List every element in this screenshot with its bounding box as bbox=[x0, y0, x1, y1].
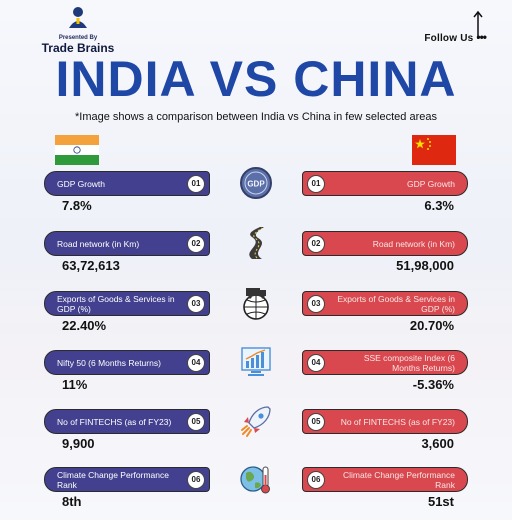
road-icon bbox=[249, 227, 264, 259]
india-label: Climate Change Performance Rank bbox=[57, 469, 169, 490]
more-dots-icon: ••• bbox=[476, 30, 487, 44]
india-label-pill: Climate Change Performance Rank 06 bbox=[44, 467, 210, 492]
china-label: GDP Growth bbox=[406, 178, 455, 189]
china-value: -5.36% bbox=[412, 377, 454, 392]
india-value: 63,72,613 bbox=[62, 258, 120, 273]
row-number-badge: 01 bbox=[307, 175, 325, 193]
page-title: INDIA VS CHINA bbox=[55, 51, 457, 107]
comparison-row-road-network: Road network (in Km) 02 63,72,613 02 Roa… bbox=[0, 227, 512, 285]
china-label-pill: 03 Exports of Goods & Services in GDP (%… bbox=[302, 291, 468, 316]
india-value: 22.40% bbox=[62, 318, 107, 333]
china-label-pill: 04 SSE composite Index (6 Months Returns… bbox=[302, 350, 468, 375]
china-label: SSE composite Index (6 Months Returns) bbox=[363, 352, 455, 373]
row-number-badge: 03 bbox=[187, 295, 205, 313]
earth-thermometer-icon bbox=[240, 466, 270, 494]
india-label: No of FINTECHS (as of FY23) bbox=[57, 416, 172, 427]
row-number-badge: 05 bbox=[307, 413, 325, 431]
svg-text:GDP: GDP bbox=[247, 180, 265, 189]
india-label-pill: Road network (in Km) 02 bbox=[44, 231, 210, 256]
comparison-row-exports: Exports of Goods & Services in GDP (%) 0… bbox=[0, 288, 512, 345]
india-label-pill: No of FINTECHS (as of FY23) 05 bbox=[44, 409, 210, 434]
trade-brains-logo-icon bbox=[69, 7, 87, 28]
india-value: 9,900 bbox=[62, 436, 95, 451]
india-value: 8th bbox=[62, 494, 82, 509]
india-label: Road network (in Km) bbox=[57, 238, 140, 249]
india-label-pill: Exports of Goods & Services in GDP (%) 0… bbox=[44, 291, 210, 316]
row-number-badge: 05 bbox=[187, 413, 205, 431]
comparison-row-index-returns: Nifty 50 (6 Months Returns) 04 11% 04 SS… bbox=[0, 347, 512, 404]
row-number-badge: 04 bbox=[187, 354, 205, 372]
follow-us[interactable]: Follow Us ••• bbox=[424, 30, 487, 44]
china-value: 20.70% bbox=[409, 318, 454, 333]
india-label: Exports of Goods & Services in GDP (%) bbox=[57, 293, 175, 314]
china-label: Climate Change Performance Rank bbox=[343, 469, 455, 490]
comparison-row-gdp-growth: GDP Growth 01 7.8% GDP 01 GDP Growth 6.3… bbox=[0, 167, 512, 225]
china-label-pill: 01 GDP Growth bbox=[302, 171, 468, 196]
row-number-badge: 01 bbox=[187, 175, 205, 193]
stock-chart-icon bbox=[241, 347, 271, 376]
india-label-pill: Nifty 50 (6 Months Returns) 04 bbox=[44, 350, 210, 375]
china-value: 51st bbox=[427, 494, 454, 509]
china-flag-icon bbox=[412, 135, 456, 165]
india-label: GDP Growth bbox=[57, 178, 106, 189]
row-number-badge: 02 bbox=[187, 235, 205, 253]
china-value: 6.3% bbox=[424, 198, 454, 213]
india-value: 7.8% bbox=[62, 198, 92, 213]
row-number-badge: 03 bbox=[307, 295, 325, 313]
india-label: Nifty 50 (6 Months Returns) bbox=[57, 357, 161, 368]
page-subtitle: *Image shows a comparison between India … bbox=[75, 111, 437, 123]
china-label-pill: 06 Climate Change Performance Rank bbox=[302, 467, 468, 492]
china-label-pill: 02 Road network (in Km) bbox=[302, 231, 468, 256]
follow-us-label: Follow Us bbox=[424, 33, 474, 44]
presented-by-label: Presented By bbox=[58, 35, 98, 41]
arrow-up-icon bbox=[473, 10, 483, 39]
china-value: 51,98,000 bbox=[396, 258, 454, 273]
india-flag-icon bbox=[55, 135, 99, 165]
china-label-pill: 05 No of FINTECHS (as of FY23) bbox=[302, 409, 468, 434]
comparison-row-climate-rank: Climate Change Performance Rank 06 8th 0… bbox=[0, 466, 512, 520]
china-label: No of FINTECHS (as of FY23) bbox=[340, 416, 455, 427]
china-label: Exports of Goods & Services in GDP (%) bbox=[337, 293, 455, 314]
brand-block: Presented By Trade Brains bbox=[28, 4, 128, 55]
china-value: 3,600 bbox=[421, 436, 454, 451]
globe-truck-icon bbox=[243, 288, 269, 320]
row-number-badge: 06 bbox=[307, 471, 325, 489]
row-number-badge: 06 bbox=[187, 471, 205, 489]
comparison-row-fintechs: No of FINTECHS (as of FY23) 05 9,900 05 … bbox=[0, 406, 512, 463]
row-number-badge: 04 bbox=[307, 354, 325, 372]
row-number-badge: 02 bbox=[307, 235, 325, 253]
gdp-coin-icon: GDP bbox=[240, 167, 272, 199]
brand-name: Trade Brains bbox=[41, 41, 115, 55]
india-label-pill: GDP Growth 01 bbox=[44, 171, 210, 196]
china-label: Road network (in Km) bbox=[372, 238, 455, 249]
india-value: 11% bbox=[62, 377, 88, 392]
rocket-icon bbox=[241, 406, 271, 437]
